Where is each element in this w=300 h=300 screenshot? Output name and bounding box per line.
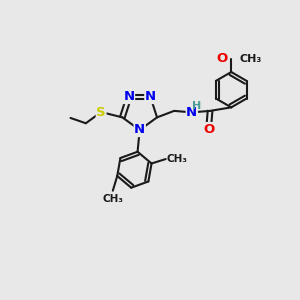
Text: O: O xyxy=(203,123,214,136)
Text: CH₃: CH₃ xyxy=(167,154,188,164)
Text: N: N xyxy=(134,124,145,136)
Text: N: N xyxy=(123,91,134,103)
Text: O: O xyxy=(217,52,228,65)
Text: CH₃: CH₃ xyxy=(102,194,123,204)
Text: N: N xyxy=(186,106,197,119)
Text: H: H xyxy=(193,101,202,111)
Text: S: S xyxy=(96,106,106,118)
Text: N: N xyxy=(145,91,156,103)
Text: CH₃: CH₃ xyxy=(239,54,262,64)
